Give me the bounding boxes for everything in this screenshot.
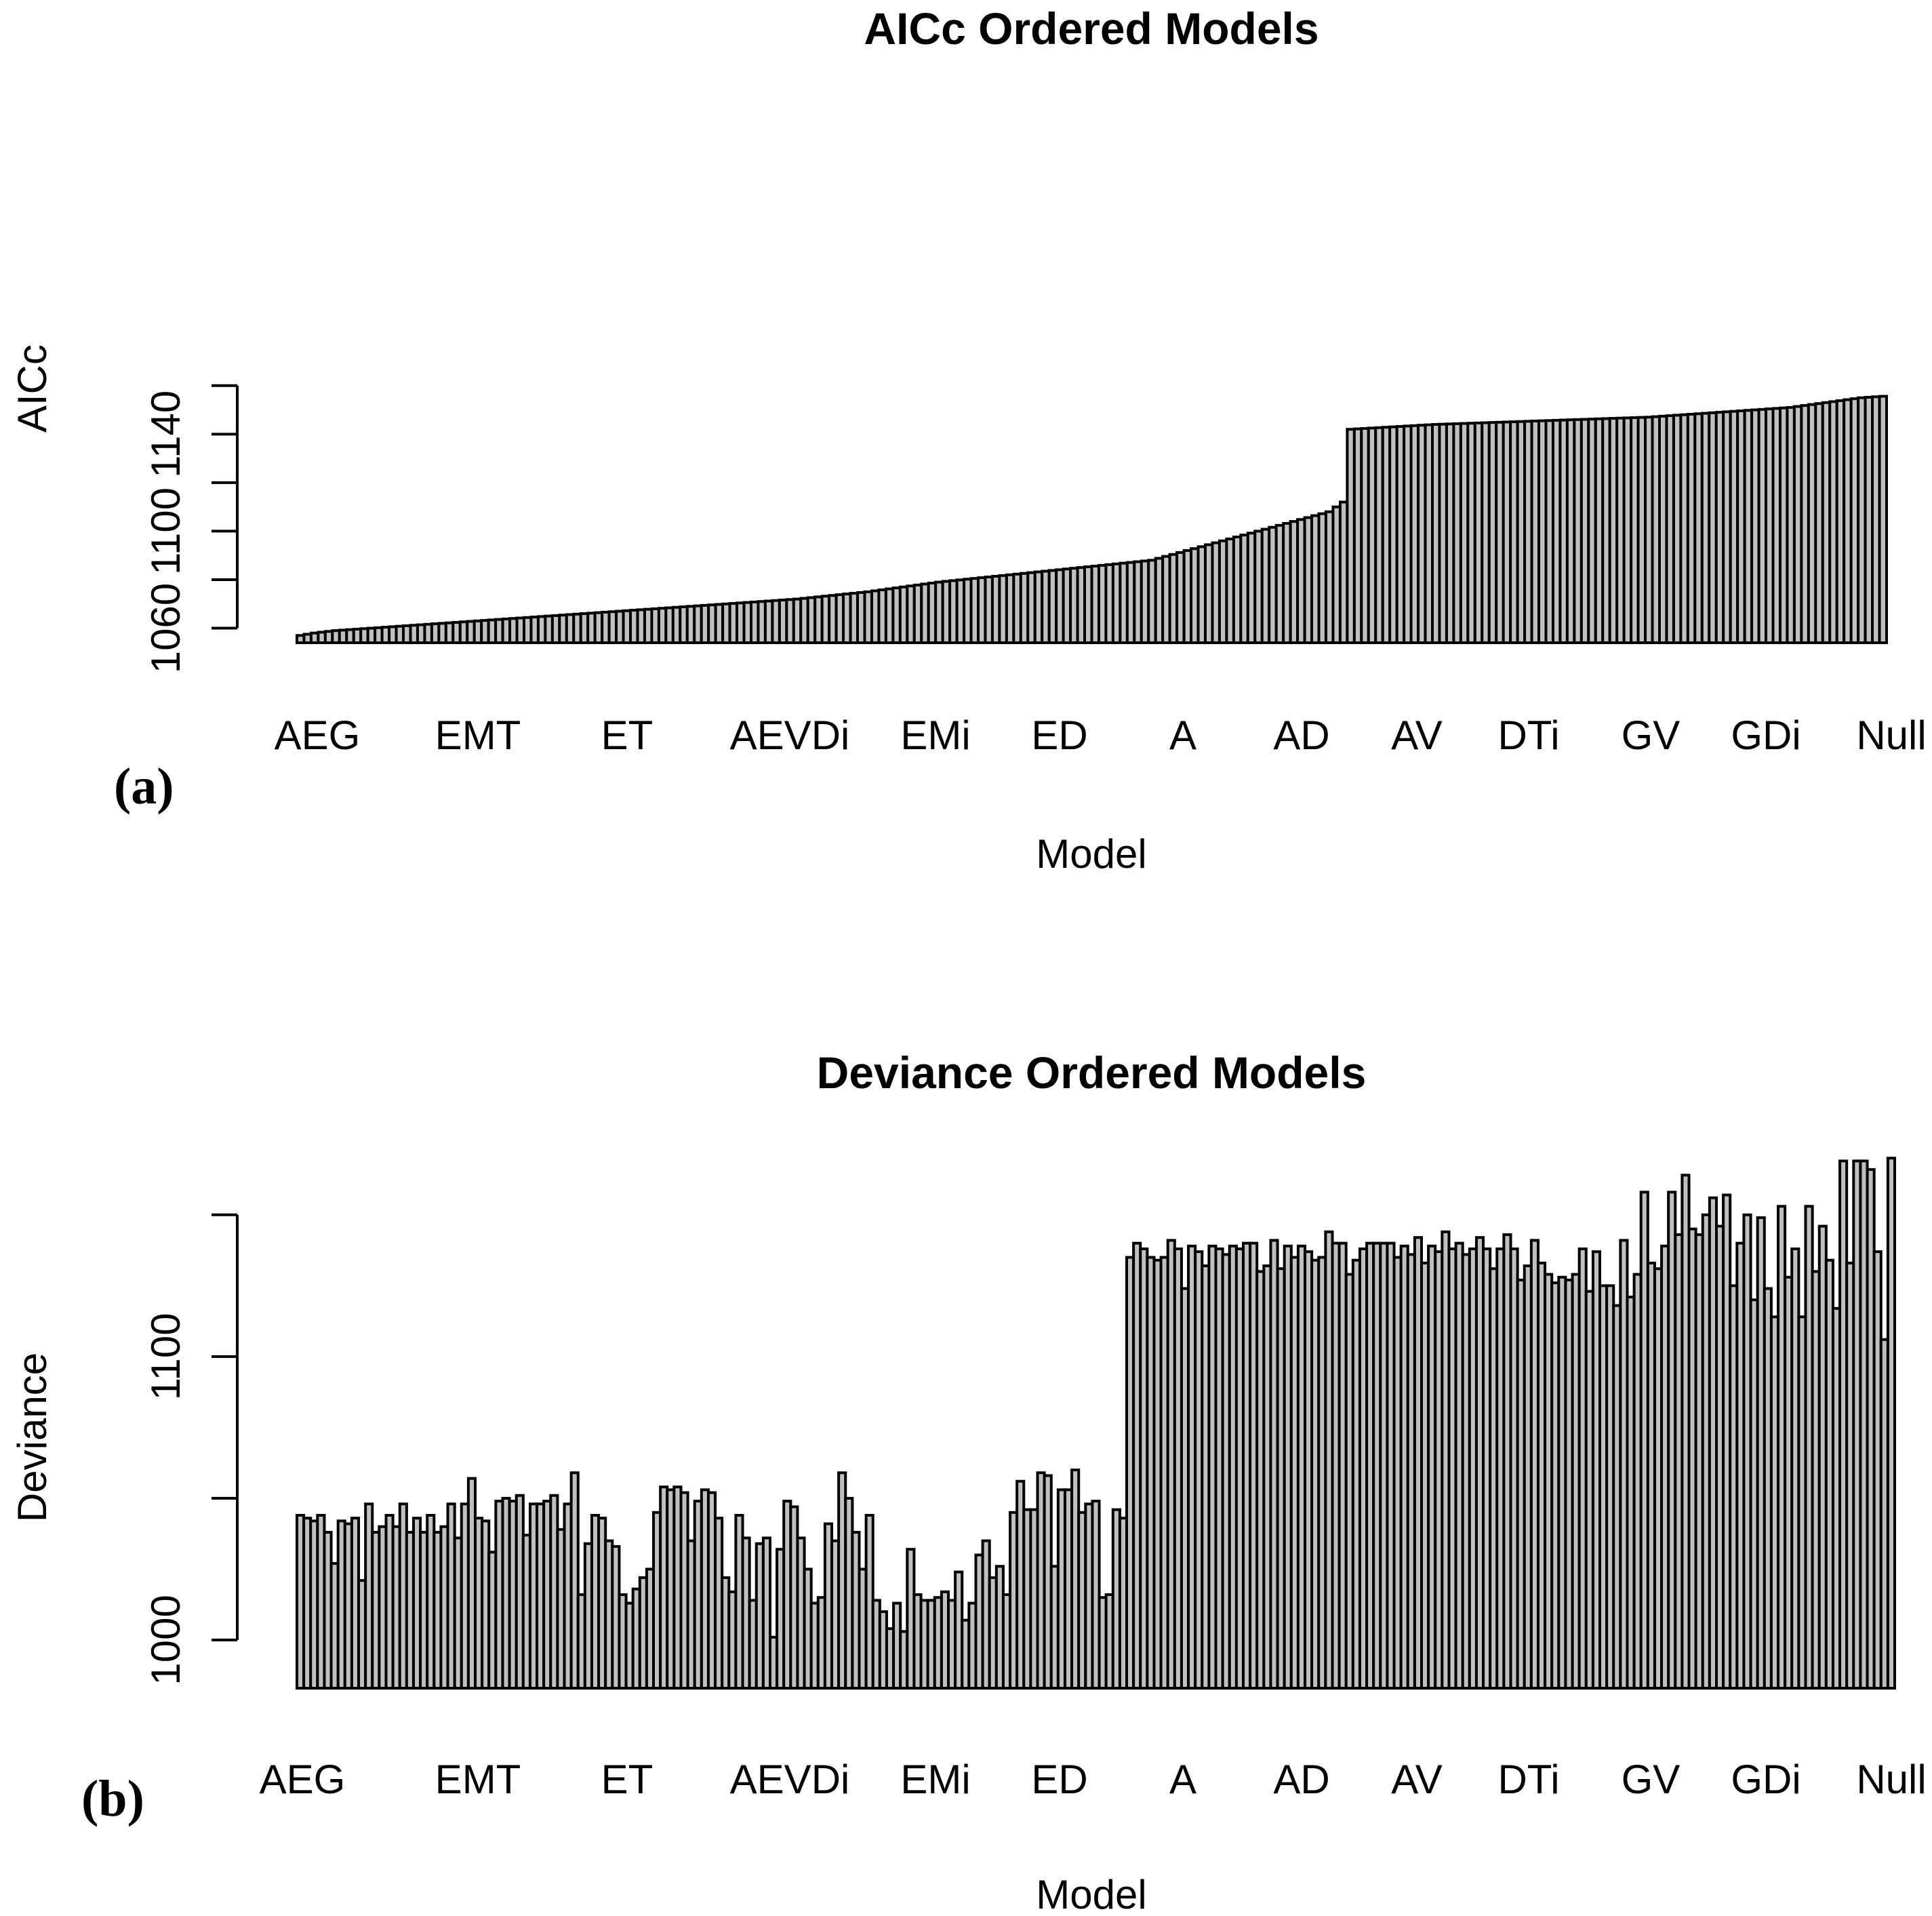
x-tick-label: GDi: [1731, 1757, 1800, 1802]
aicc-chart-title: AICc Ordered Models: [864, 3, 1319, 54]
y-tick-label: 1100: [143, 1313, 188, 1400]
deviance-chart-title: Deviance Ordered Models: [817, 1047, 1367, 1098]
y-tick-label: 1060: [143, 583, 188, 673]
aicc-x-axis-label: Model: [1036, 831, 1146, 877]
bar: [569, 1471, 580, 1690]
deviance-x-tick-labels: AEG EMT ET AEVDi EMi ED A AD AV DTi GV GDi Null: [260, 1757, 1927, 1802]
deviance-x-axis-label: Model: [1036, 1872, 1146, 1916]
x-tick-label: A: [1169, 713, 1196, 758]
x-tick-label: AEG: [275, 713, 361, 758]
x-tick-label: DTi: [1497, 1757, 1559, 1802]
aicc-y-axis: 1060 1100 1140: [143, 384, 239, 673]
y-tick-label: 1140: [143, 391, 188, 478]
x-tick-label: Null: [1856, 1757, 1926, 1802]
x-tick-label: AV: [1391, 1757, 1443, 1802]
bar: [1091, 1500, 1101, 1690]
deviance-bars: [296, 1157, 1896, 1690]
deviance-panel-label: (b): [81, 1770, 144, 1827]
x-tick-label: ET: [601, 713, 653, 758]
x-tick-label: AEG: [260, 1757, 346, 1802]
y-tick-label: 1000: [143, 1595, 188, 1685]
x-tick-label: EMT: [435, 1757, 521, 1802]
deviance-y-axis: 1000 1100: [143, 1213, 239, 1685]
x-tick-label: AD: [1273, 713, 1329, 758]
aicc-x-tick-labels: AEG EMT ET AEVDi EMi ED A AD AV DTi GV GDi Null: [275, 713, 1927, 758]
aicc-bars: [296, 395, 1889, 645]
x-tick-label: EMT: [435, 713, 521, 758]
bar: [761, 1536, 772, 1690]
x-tick-label: GV: [1622, 713, 1681, 758]
x-tick-label: AD: [1273, 1757, 1329, 1802]
x-tick-label: ED: [1031, 1757, 1087, 1802]
x-tick-label: AEVDi: [730, 713, 850, 758]
x-tick-label: DTi: [1497, 713, 1559, 758]
x-tick-label: GDi: [1731, 713, 1800, 758]
x-tick-label: Null: [1856, 713, 1926, 758]
x-tick-label: AEVDi: [730, 1757, 850, 1802]
x-tick-label: EMi: [900, 1757, 970, 1802]
y-tick-label: 1100: [143, 487, 188, 575]
deviance-y-axis-label: Deviance: [9, 1353, 55, 1522]
x-tick-label: GV: [1622, 1757, 1681, 1802]
x-tick-label: ET: [601, 1757, 653, 1802]
x-tick-label: AV: [1391, 713, 1443, 758]
deviance-chart: Deviance Ordered Models 1000 1100 AEG EMT E…: [9, 1047, 1927, 1916]
x-tick-label: A: [1169, 1757, 1196, 1802]
bar: [1886, 1157, 1896, 1690]
bar: [1878, 395, 1889, 644]
aicc-chart: AICc Ordered Models 1060 1100 1140 AEG EMT E…: [9, 3, 1927, 877]
x-tick-label: EMi: [900, 713, 970, 758]
aicc-panel-label: (a): [114, 758, 174, 815]
x-tick-label: ED: [1031, 713, 1087, 758]
aicc-y-axis-label: AICc: [9, 344, 55, 433]
